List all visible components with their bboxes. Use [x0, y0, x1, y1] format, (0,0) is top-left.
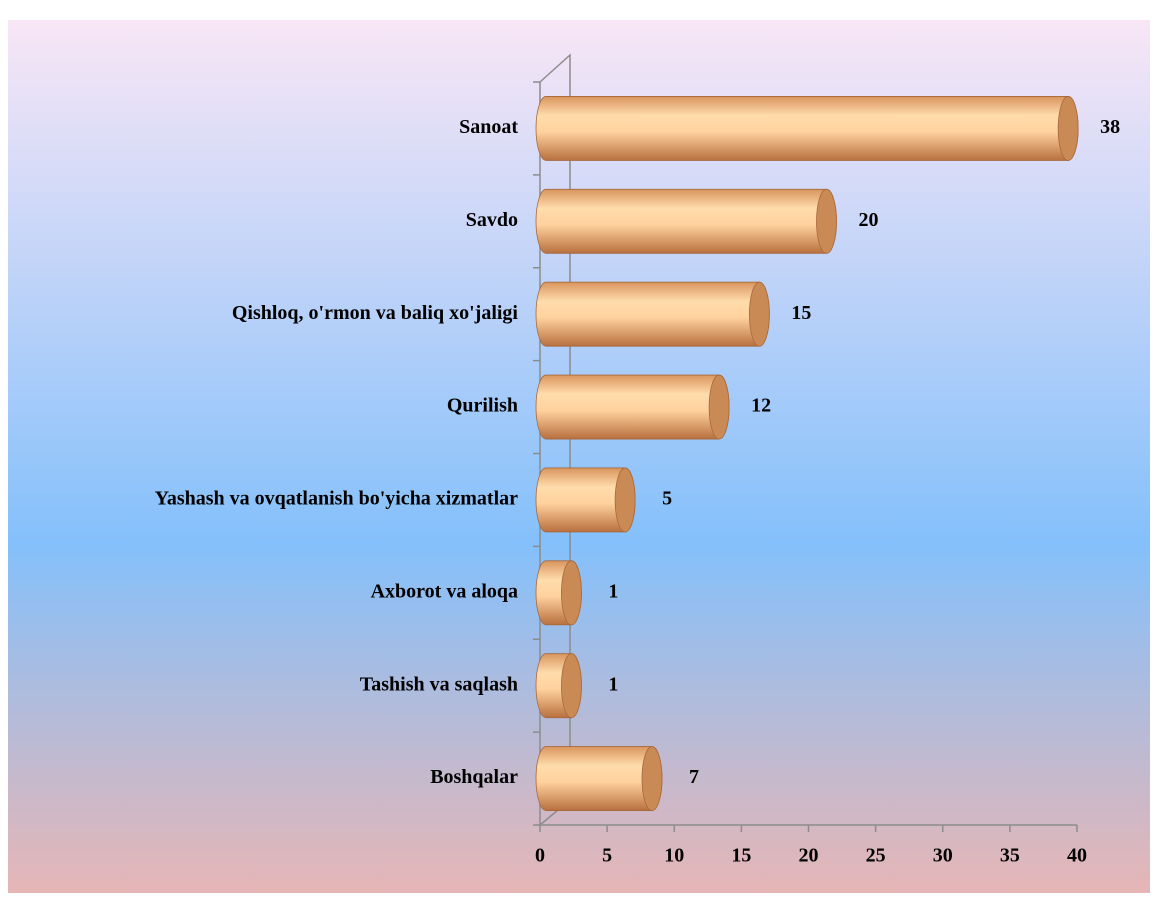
bar-cap — [561, 560, 582, 626]
x-tick-label: 30 — [933, 845, 953, 867]
y-tick-label: Qishloq, o'rmon va baliq xo'jaligi — [232, 302, 519, 324]
bar-body — [535, 96, 1079, 161]
x-tick-label: 15 — [731, 845, 751, 867]
data-label: 7 — [689, 766, 699, 788]
data-label: 1 — [608, 580, 618, 602]
bar — [535, 653, 582, 719]
bar — [535, 746, 663, 811]
x-tick-label: 40 — [1067, 845, 1087, 867]
x-tick-label: 25 — [866, 845, 886, 867]
y-tick-label: Qurilish — [447, 395, 518, 417]
bar-cap — [561, 653, 582, 719]
y-tick-label: Sanoat — [459, 116, 518, 138]
bar — [535, 560, 582, 626]
x-tick-label: 5 — [602, 845, 612, 867]
bar — [535, 467, 636, 533]
data-label: 1 — [608, 673, 618, 695]
x-tick-label: 10 — [664, 845, 684, 867]
bar-cap — [816, 188, 837, 254]
x-tick-label: 35 — [1000, 845, 1020, 867]
bar-body — [535, 374, 730, 440]
data-label: 12 — [751, 395, 771, 417]
bar-body — [535, 188, 837, 254]
y-tick-label: Axborot va aloqa — [371, 580, 518, 602]
bar-body — [535, 281, 770, 347]
bar — [535, 281, 770, 347]
x-tick-label: 0 — [535, 845, 545, 867]
x-tick-label: 20 — [799, 845, 819, 867]
y-tick-label: Tashish va saqlash — [360, 673, 518, 695]
y-tick-label: Savdo — [466, 209, 518, 231]
bar-cap — [641, 746, 663, 811]
data-label: 5 — [662, 488, 672, 510]
bar-cap — [748, 281, 770, 347]
bar-cap — [708, 374, 730, 440]
bar-cap — [1057, 96, 1079, 161]
bar — [535, 374, 730, 440]
data-label: 20 — [859, 209, 879, 231]
bar — [535, 96, 1079, 161]
data-label: 38 — [1100, 116, 1120, 138]
bar — [535, 188, 837, 254]
data-label: 15 — [791, 302, 811, 324]
y-tick-label: Boshqalar — [430, 766, 518, 788]
y-tick-label: Yashash va ovqatlanish bo'yicha xizmatla… — [155, 488, 519, 510]
bar-cap — [614, 467, 636, 533]
